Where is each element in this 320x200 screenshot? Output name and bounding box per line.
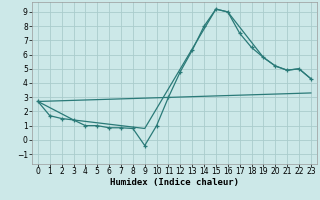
X-axis label: Humidex (Indice chaleur): Humidex (Indice chaleur) [110,178,239,187]
